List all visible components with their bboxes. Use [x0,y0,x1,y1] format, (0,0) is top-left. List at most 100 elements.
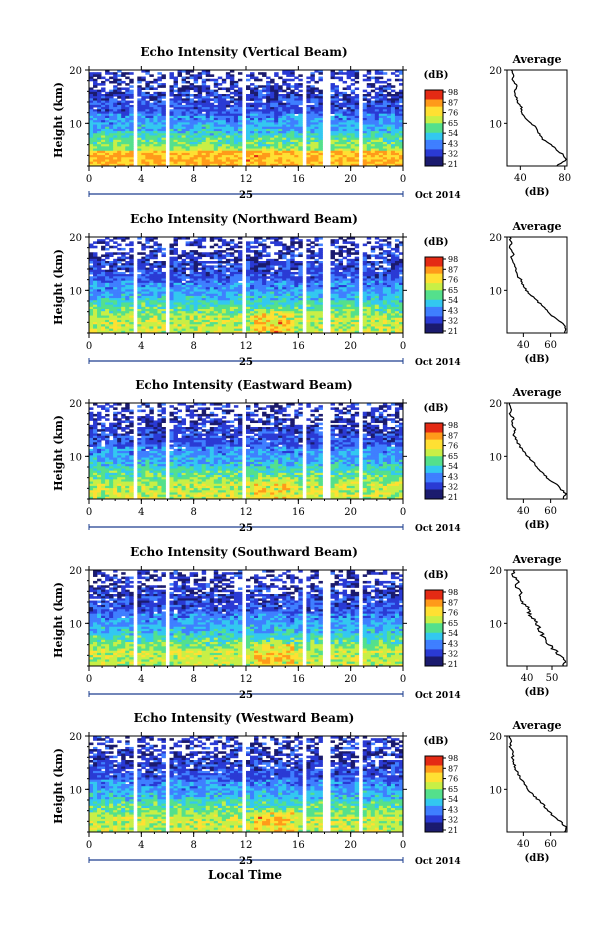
heatmap-cell [185,263,191,266]
heatmap-cell [258,256,263,260]
heatmap-cell [310,100,315,104]
heatmap-cell [366,78,372,82]
heatmap-cell [105,94,110,97]
heatmap-cell [89,131,94,134]
heatmap-cell [209,256,215,260]
heatmap-cell [362,98,368,101]
heatmap-cell [378,72,384,75]
heatmap-cell [262,254,267,258]
heatmap-cell [121,80,126,84]
heatmap-cell [274,263,279,266]
heatmap-cell [89,142,94,145]
heatmap-cell [173,252,178,255]
heatmap-cell [185,76,191,80]
heatmap-cell [97,152,102,156]
heatmap-cell [213,261,219,264]
heatmap-cell [129,80,134,84]
heatmap-cell [97,94,102,97]
heatmap-cell [298,74,303,77]
heatmap-cell [366,94,372,97]
heatmap-cell [97,111,102,115]
profile-x-tick-label: 40 [514,173,527,184]
colorbar-segment [425,137,443,141]
heatmap-cell [105,150,110,154]
heatmap-cell [137,252,142,255]
x-tick-label: 0 [86,174,92,185]
heatmap-cell [109,100,114,104]
x-tick-label: 0 [400,174,406,185]
heatmap-cell [229,258,235,262]
heatmap-cell [89,94,94,97]
heatmap-cell [310,241,315,244]
heatmap-cell [105,144,110,147]
heatmap-cell [282,256,287,260]
heatmap-cell [93,163,98,167]
heatmap-cell [221,243,227,247]
heatmap-cell [382,80,388,84]
heatmap-cell [306,256,311,260]
heatmap-cell [93,146,98,149]
heatmap-cell [121,258,126,262]
heatmap-cell [101,111,106,115]
x-tick-label: 16 [292,174,305,185]
heatmap-cell [213,256,219,260]
heatmap-cell [93,150,98,154]
heatmap-cell [189,87,195,91]
heatmap-cell [137,241,142,244]
heatmap-cell [161,265,166,268]
heatmap-cell [350,83,356,86]
heatmap-cell [113,94,118,97]
heatmap-cell [145,87,150,91]
heatmap-cell [225,247,231,251]
heatmap-cell [101,157,106,160]
heatmap-cell [109,107,114,110]
heatmap-cell [197,267,203,271]
date-day-label: 25 [239,190,253,201]
heatmap-cell [362,74,368,77]
heatmap-cell [97,155,102,158]
heatmap-cell [105,78,110,82]
heatmap-cell [217,239,223,242]
heatmap-cell [366,85,372,88]
heatmap-cell [97,144,102,147]
heatmap-cell [93,96,98,99]
heatmap-cell [89,261,94,264]
heatmap-cell [334,76,339,80]
heatmap-cell [113,241,118,244]
colorbar-segment [425,97,443,100]
heatmap-cell [105,148,110,152]
heatmap-cell [390,72,396,75]
heatmap-cell [374,80,380,84]
heatmap-cell [101,83,106,86]
heatmap-cell [117,261,122,264]
x-tick-label: 20 [344,174,357,185]
heatmap-cell [105,72,110,75]
heatmap-cell [209,94,215,97]
heatmap-cell [262,250,267,253]
heatmap-cell [274,252,279,255]
heatmap-cell [209,74,215,77]
heatmap-cell [109,124,114,128]
heatmap-cell [113,80,118,84]
heatmap-cell [338,78,344,82]
heatmap-cell [262,89,267,93]
heatmap-cell [225,104,231,108]
heatmap-cell [149,87,154,91]
colorbar-segment [425,135,443,138]
heatmap-cell [137,269,142,273]
heatmap-cell [318,243,323,247]
colorbar-tick-label: 65 [448,119,458,128]
heatmap-cell [201,245,207,249]
heatmap-cell [221,256,227,260]
heatmap-cell [89,271,94,275]
heatmap-cell [314,80,319,84]
heatmap-cell [89,87,94,91]
heatmap-cell [217,87,223,91]
heatmap-cell [101,126,106,130]
heatmap-cell [101,115,106,119]
heatmap-cell [173,85,178,88]
colorbar-segment [425,116,443,119]
heatmap-cell [97,139,102,143]
heatmap-cell [209,98,215,101]
heatmap-cell [105,107,110,110]
